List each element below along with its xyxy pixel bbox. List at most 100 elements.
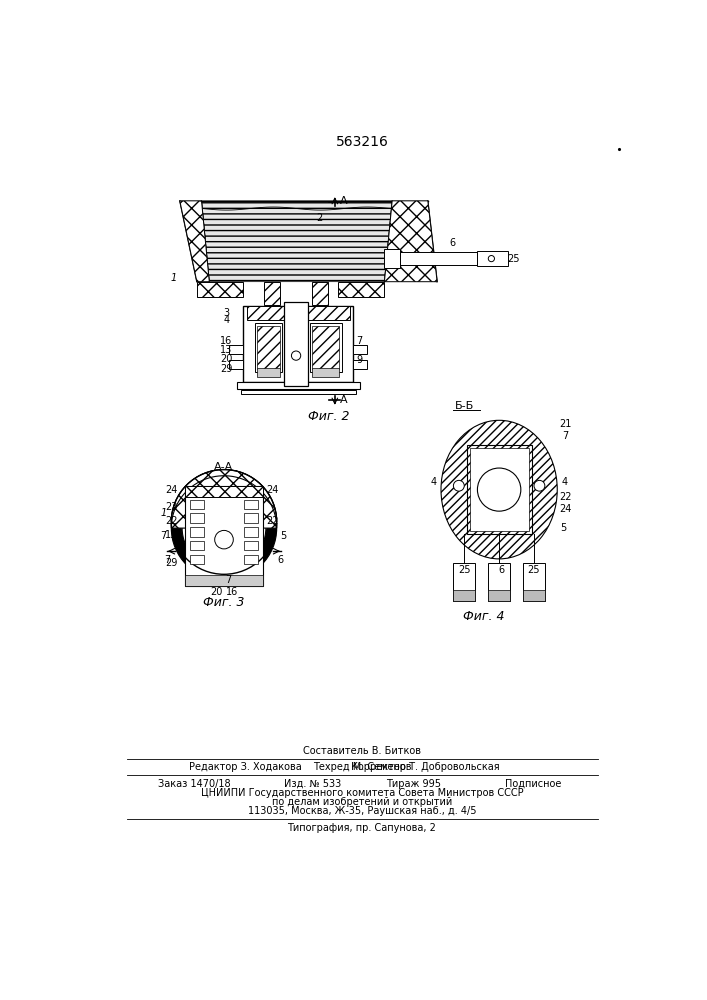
Bar: [190, 513, 204, 523]
Circle shape: [453, 480, 464, 491]
Text: 2: 2: [316, 213, 322, 223]
Circle shape: [534, 480, 545, 491]
Text: 6: 6: [450, 238, 456, 248]
Bar: [354, 360, 368, 369]
Text: 5: 5: [561, 523, 566, 533]
Polygon shape: [171, 476, 276, 528]
Bar: [257, 326, 280, 369]
Text: 24: 24: [165, 485, 177, 495]
Text: 7: 7: [562, 431, 568, 441]
Polygon shape: [171, 470, 276, 522]
Text: 5: 5: [280, 531, 286, 541]
Bar: [489, 563, 510, 601]
Text: 9: 9: [356, 355, 363, 365]
Text: Фиг. 2: Фиг. 2: [308, 410, 349, 423]
Text: Корректор Т. Добровольская: Корректор Т. Добровольская: [351, 762, 499, 772]
Bar: [244, 541, 258, 550]
Text: Заказ 1470/18: Заказ 1470/18: [158, 779, 230, 789]
Bar: [523, 563, 545, 601]
Text: 13: 13: [165, 530, 177, 540]
Bar: [354, 345, 368, 354]
Text: 4: 4: [562, 477, 568, 487]
Text: 16: 16: [220, 336, 233, 346]
Bar: [243, 306, 354, 382]
Bar: [310, 323, 341, 372]
Bar: [385, 249, 400, 268]
Bar: [284, 302, 308, 386]
Circle shape: [171, 470, 276, 574]
Text: 1: 1: [160, 508, 167, 518]
Text: Изд. № 533: Изд. № 533: [284, 779, 341, 789]
Text: Типография, пр. Сапунова, 2: Типография, пр. Сапунова, 2: [288, 823, 436, 833]
Bar: [257, 368, 280, 377]
Circle shape: [171, 476, 276, 580]
Bar: [244, 527, 258, 537]
Bar: [489, 590, 510, 601]
Bar: [230, 360, 243, 369]
Bar: [185, 575, 263, 586]
Bar: [230, 345, 243, 354]
Text: А: А: [340, 196, 348, 206]
Text: 29: 29: [165, 558, 177, 568]
Text: Б-Б: Б-Б: [455, 401, 474, 411]
Text: А: А: [340, 395, 348, 405]
Text: 29: 29: [220, 364, 233, 374]
Text: 1: 1: [170, 273, 177, 283]
Bar: [244, 555, 258, 564]
Bar: [185, 486, 263, 497]
Text: 3: 3: [223, 308, 229, 318]
Text: 24: 24: [559, 504, 571, 514]
Bar: [190, 555, 204, 564]
Bar: [244, 513, 258, 523]
Text: 6: 6: [278, 555, 284, 565]
Text: 25: 25: [527, 565, 540, 575]
Text: 13: 13: [220, 345, 233, 355]
Bar: [190, 541, 204, 550]
Text: по делам изобретений и открытий: по делам изобретений и открытий: [271, 797, 452, 807]
Bar: [453, 563, 475, 601]
Circle shape: [477, 468, 521, 511]
Text: А-А: А-А: [214, 462, 233, 472]
Bar: [312, 368, 339, 377]
Bar: [312, 326, 339, 369]
Text: 20: 20: [210, 587, 223, 597]
Circle shape: [182, 487, 266, 570]
Bar: [467, 445, 532, 534]
Text: 22: 22: [165, 516, 177, 526]
Bar: [237, 382, 360, 389]
Text: ЦНИИПИ Государственного комитета Совета Министров СССР: ЦНИИПИ Государственного комитета Совета …: [201, 788, 523, 798]
Text: Редактор З. Ходакова: Редактор З. Ходакова: [189, 762, 302, 772]
Bar: [264, 282, 280, 305]
Bar: [185, 486, 263, 586]
Bar: [255, 323, 282, 372]
Text: 7: 7: [160, 531, 167, 541]
Text: Тираж 995: Тираж 995: [386, 779, 441, 789]
Text: 4: 4: [223, 315, 229, 325]
Ellipse shape: [441, 420, 557, 559]
Text: 21: 21: [559, 419, 571, 429]
Text: 16: 16: [226, 587, 238, 597]
Bar: [244, 500, 258, 509]
Bar: [400, 252, 477, 265]
Text: 20: 20: [220, 354, 233, 364]
Bar: [477, 251, 508, 266]
Text: 7: 7: [164, 555, 170, 565]
Polygon shape: [201, 201, 392, 282]
Text: Подписное: Подписное: [505, 779, 561, 789]
Text: 25: 25: [458, 565, 470, 575]
Bar: [247, 306, 349, 320]
Bar: [469, 448, 529, 531]
Bar: [197, 282, 243, 297]
Polygon shape: [180, 201, 209, 282]
Text: 22: 22: [559, 492, 571, 502]
Polygon shape: [385, 201, 437, 282]
Text: Составитель В. Битков: Составитель В. Битков: [303, 746, 421, 756]
Text: Фиг. 3: Фиг. 3: [203, 596, 245, 609]
Text: 23: 23: [165, 502, 177, 512]
Circle shape: [291, 351, 300, 360]
Text: 22: 22: [266, 516, 279, 526]
Text: 6: 6: [498, 565, 505, 575]
Text: 24: 24: [266, 485, 279, 495]
Text: Техред М. Семенов: Техред М. Семенов: [312, 762, 411, 772]
Bar: [241, 389, 356, 394]
